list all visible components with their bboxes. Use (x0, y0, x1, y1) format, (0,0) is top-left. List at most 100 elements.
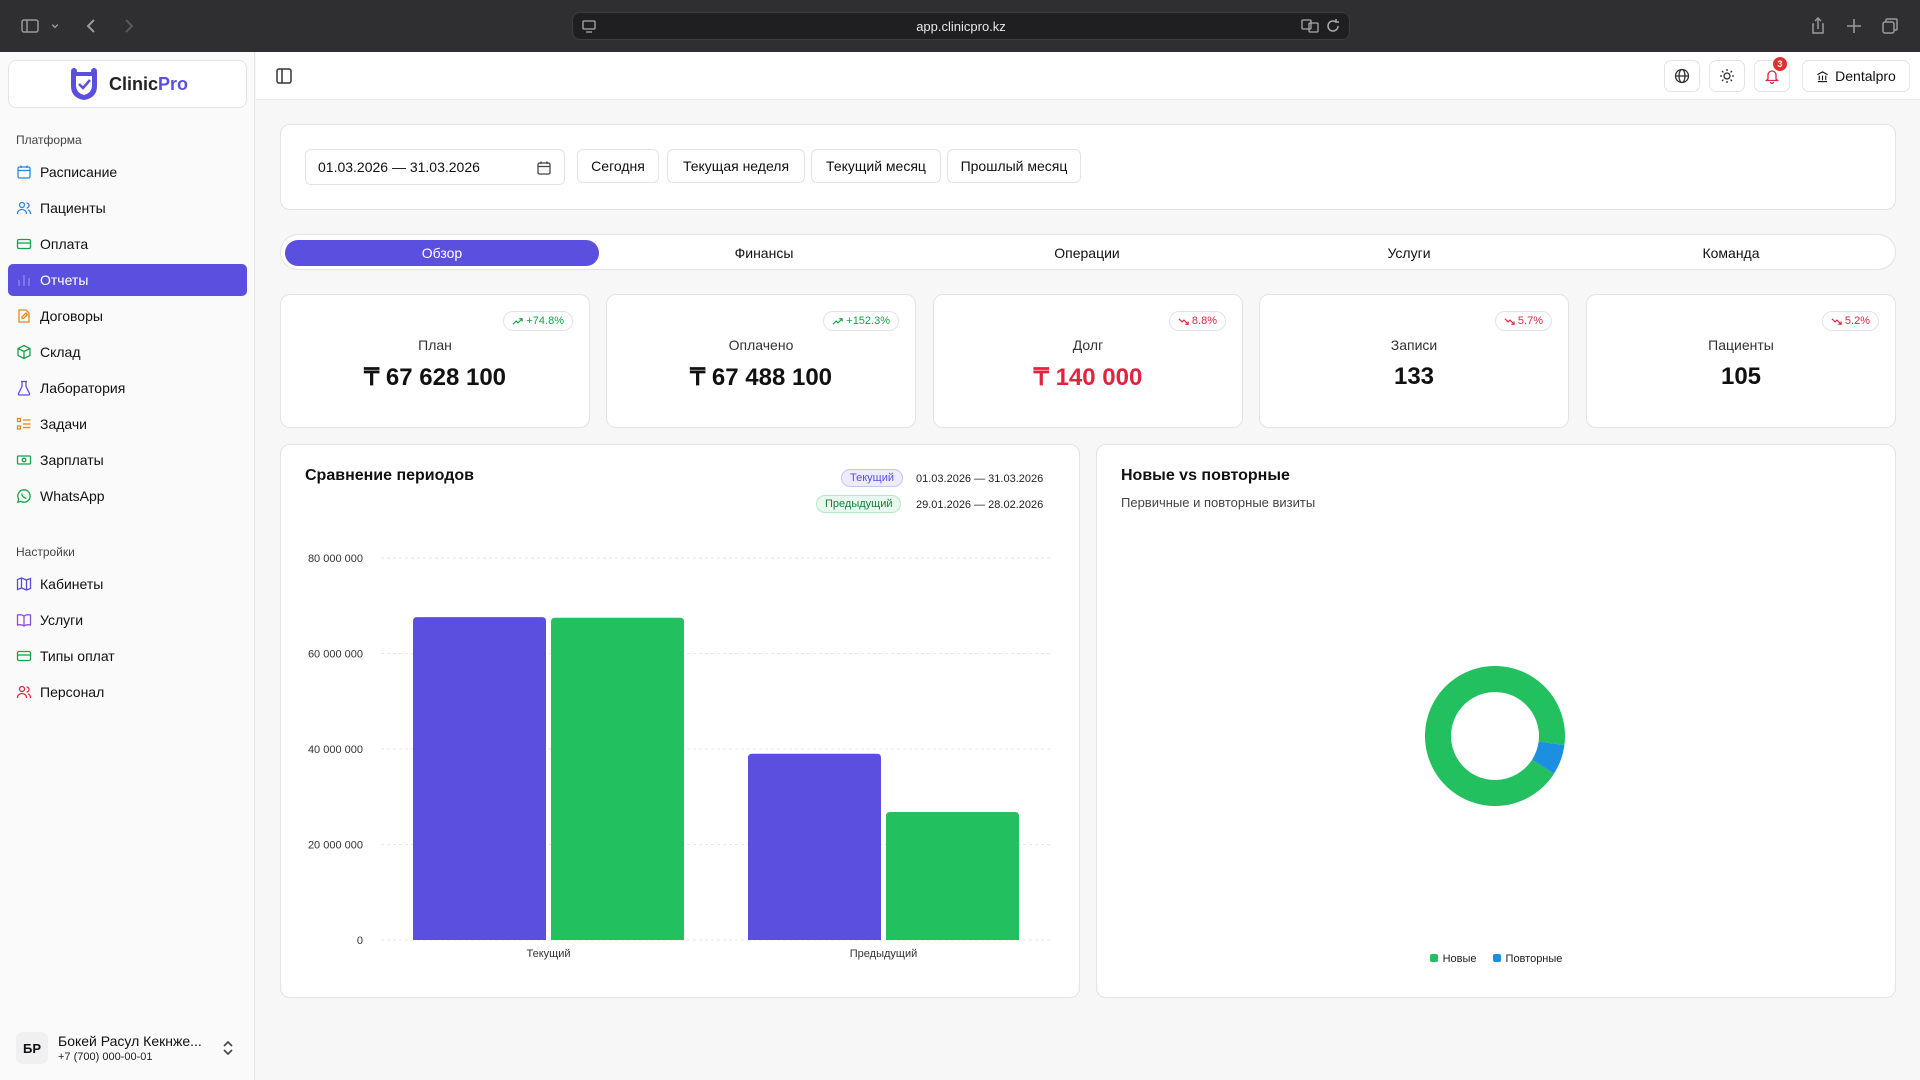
trend-badge: 8.8% (1168, 311, 1226, 331)
sidebar-item-label: Договоры (40, 308, 103, 324)
sidebar-item-staff[interactable]: Персонал (8, 676, 247, 708)
kpi-value: 105 (1720, 363, 1762, 390)
sidebar-toggle-icon[interactable] (18, 14, 42, 38)
sidebar-item-cabinets[interactable]: Кабинеты (8, 568, 247, 600)
bar[interactable] (886, 812, 1019, 940)
user-menu[interactable]: БР Бокей Расул Кекнже... +7 (700) 000-00… (8, 1024, 247, 1072)
date-filter-card: 01.03.2026 — 31.03.2026 Сегодня Текущая … (280, 124, 1896, 210)
sidebar-item-label: Персонал (40, 684, 105, 700)
chart-icon (16, 272, 32, 288)
kpi-label: Оплачено (728, 337, 794, 353)
user-name: Бокей Расул Кекнже... (58, 1033, 202, 1049)
sidebar-item-label: Отчеты (40, 272, 89, 288)
comparison-title: Сравнение периодов (305, 467, 474, 484)
sidebar-item-schedule[interactable]: Расписание (8, 156, 247, 188)
current-period-range: 01.03.2026 — 31.03.2026 (916, 473, 1044, 485)
language-button[interactable] (1664, 60, 1700, 92)
tab-overview[interactable]: Обзор (285, 240, 599, 266)
bar[interactable] (748, 753, 881, 940)
reload-icon[interactable] (1325, 18, 1341, 34)
banknote-icon (16, 452, 32, 468)
kpi-value: 133 (1393, 363, 1435, 390)
tabs-overview-icon[interactable] (1878, 14, 1902, 38)
theme-toggle-button[interactable] (1709, 60, 1745, 92)
nav-section-settings: Настройки (16, 545, 75, 559)
share-icon[interactable] (1806, 14, 1830, 38)
forward-icon[interactable] (116, 14, 140, 38)
bar-chart: 0 20 000 000 40 000 000 60 000 000 80 000 00… (308, 553, 1051, 960)
sidebar-item-laboratory[interactable]: Лаборатория (8, 372, 247, 404)
back-icon[interactable] (80, 14, 104, 38)
new-tab-icon[interactable] (1842, 14, 1866, 38)
tab-finance[interactable]: Финансы (734, 245, 794, 261)
chevron-down-icon[interactable] (48, 14, 62, 38)
globe-icon (1674, 68, 1690, 84)
sidebar-item-reports[interactable]: Отчеты (8, 264, 247, 296)
sidebar-item-payment-types[interactable]: Типы оплат (8, 640, 247, 672)
kpi-value: ₸ 140 000 (1033, 364, 1143, 391)
kpi-card-paid: +152.3% Оплачено ₸ 67 488 100 (606, 294, 916, 428)
nav-section-platform: Платформа (16, 133, 82, 147)
translate-icon[interactable] (1301, 18, 1319, 34)
url-text: app.clinicpro.kz (916, 19, 1006, 34)
period-comparison-card: Сравнение периодов Текущий 01.03.2026 — … (280, 444, 1080, 998)
sidebar-item-label: Кабинеты (40, 576, 104, 592)
users-icon (16, 200, 32, 216)
preset-last-month-button[interactable]: Прошлый месяц (947, 149, 1081, 183)
report-tabs: Обзор Финансы Операции Услуги Команда (280, 234, 1896, 270)
wallet-icon (16, 648, 32, 664)
date-range-value: 01.03.2026 — 31.03.2026 (318, 159, 480, 175)
clinic-name: Dentalpro (1835, 68, 1896, 84)
tab-operations[interactable]: Операции (1054, 245, 1120, 261)
logo[interactable]: ClinicPro (8, 60, 247, 108)
browser-toolbar: app.clinicpro.kz (0, 0, 1920, 52)
sidebar-item-tasks[interactable]: Задачи (8, 408, 247, 440)
sidebar-item-services[interactable]: Услуги (8, 604, 247, 636)
sidebar-item-label: Оплата (40, 236, 89, 252)
staff-icon (16, 684, 32, 700)
trend-down-icon (1504, 317, 1515, 325)
donut-slice[interactable] (1425, 665, 1565, 806)
sidebar-item-label: Пациенты (40, 200, 106, 216)
sidebar-item-label: Лаборатория (40, 380, 126, 396)
book-icon (16, 612, 32, 628)
sidebar-item-salaries[interactable]: Зарплаты (8, 444, 247, 476)
sidebar-item-patients[interactable]: Пациенты (8, 192, 247, 224)
visits-title: Новые vs повторные (1121, 467, 1290, 484)
notifications-button[interactable]: 3 (1754, 57, 1790, 92)
list-icon (16, 416, 32, 432)
sidebar-item-contracts[interactable]: Договоры (8, 300, 247, 332)
trend-up-icon (512, 317, 524, 325)
building-icon (1817, 70, 1829, 82)
trend-up-icon (832, 317, 843, 325)
bar[interactable] (551, 617, 684, 940)
top-bar: 3 Dentalpro (256, 52, 1920, 100)
preset-this-month-button[interactable]: Текущий месяц (811, 149, 941, 183)
kpi-label: Пациенты (1708, 337, 1774, 353)
legend-item: Повторные (1492, 953, 1562, 965)
notification-badge: 3 (1773, 57, 1787, 71)
visits-subtitle: Первичные и повторные визиты (1121, 495, 1316, 510)
kpi-card-patients: 5.2% Пациенты 105 (1586, 294, 1896, 428)
donut-chart (1425, 665, 1565, 806)
preset-this-week-button[interactable]: Текущая неделя (667, 149, 805, 183)
bar[interactable] (413, 617, 546, 940)
tab-team[interactable]: Команда (1702, 245, 1760, 261)
sidebar-item-whatsapp[interactable]: WhatsApp (8, 480, 247, 512)
trend-badge: +152.3% (823, 311, 899, 331)
trend-down-icon (1831, 317, 1842, 325)
clinic-switcher[interactable]: Dentalpro (1802, 60, 1910, 92)
sidebar-item-warehouse[interactable]: Склад (8, 336, 247, 368)
preset-today-button[interactable]: Сегодня (577, 149, 659, 183)
avatar: БР (16, 1032, 48, 1064)
tab-services[interactable]: Услуги (1387, 245, 1431, 261)
date-range-picker[interactable]: 01.03.2026 — 31.03.2026 (305, 149, 565, 185)
sidebar-item-payment[interactable]: Оплата (8, 228, 247, 260)
calendar-icon (16, 164, 32, 180)
sun-icon (1720, 69, 1734, 83)
site-settings-icon[interactable] (581, 18, 597, 34)
whatsapp-icon (16, 488, 32, 504)
donut-slice[interactable] (1532, 741, 1565, 774)
address-bar[interactable]: app.clinicpro.kz (572, 12, 1350, 40)
sidebar-collapse-icon[interactable] (274, 66, 294, 86)
